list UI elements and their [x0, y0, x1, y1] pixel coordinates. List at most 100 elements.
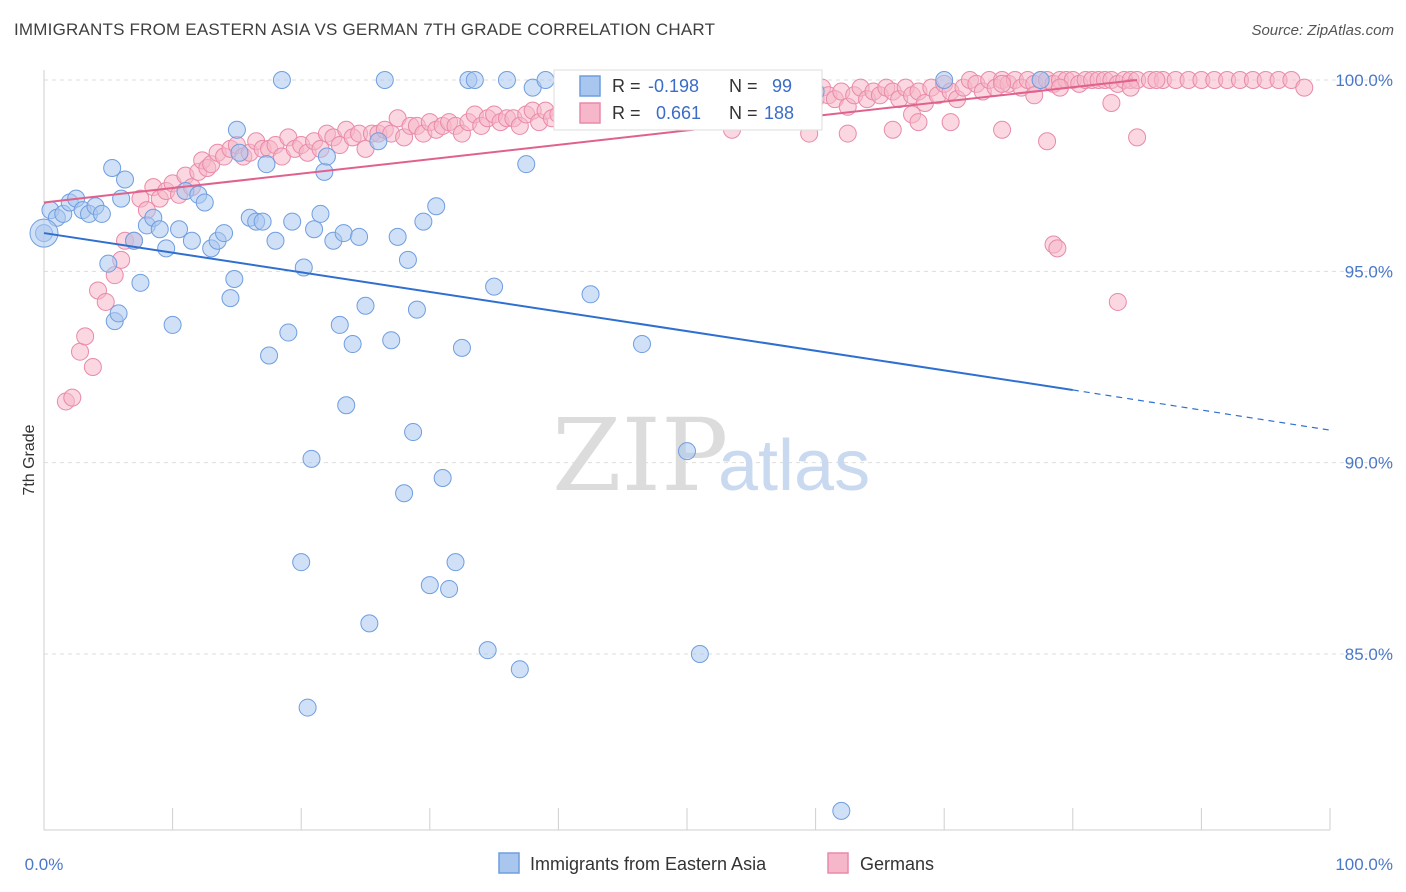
data-point — [883, 120, 902, 139]
x-tick-label: 100.0% — [1335, 855, 1393, 874]
data-point — [170, 220, 189, 239]
data-point — [279, 323, 298, 342]
data-point — [382, 331, 401, 350]
data-point — [1025, 86, 1044, 105]
data-point — [356, 296, 375, 315]
trendlines — [43, 79, 1331, 431]
data-point — [420, 576, 439, 595]
data-point — [1102, 93, 1121, 112]
data-point — [465, 71, 484, 89]
data-point — [195, 193, 214, 212]
x-tick-labels: 0.0% 100.0% — [25, 855, 1393, 874]
data-point — [257, 155, 276, 174]
data-point — [1108, 292, 1127, 311]
data-point — [337, 396, 356, 415]
data-point — [1031, 71, 1050, 89]
data-point — [266, 231, 285, 250]
axes — [43, 70, 1331, 831]
data-point — [225, 269, 244, 288]
y-tick-label: 90.0% — [1345, 454, 1393, 473]
data-point — [536, 71, 555, 89]
data-point — [1048, 239, 1067, 258]
data-point — [452, 338, 471, 357]
data-point — [221, 289, 240, 308]
data-point — [909, 113, 928, 132]
data-point — [292, 553, 311, 572]
data-point — [260, 346, 279, 365]
data-point — [832, 801, 851, 820]
data-point — [632, 335, 651, 354]
data-point — [581, 285, 600, 304]
data-point — [157, 239, 176, 258]
data-point — [838, 124, 857, 143]
data-point — [92, 204, 111, 223]
data-point — [395, 484, 414, 503]
data-point — [305, 220, 324, 239]
data-point — [330, 315, 349, 334]
data-point — [63, 388, 82, 407]
legend-label-eastern-asia: Immigrants from Eastern Asia — [530, 854, 767, 874]
data-point — [388, 227, 407, 246]
y-tick-label: 95.0% — [1345, 262, 1393, 281]
data-point — [433, 468, 452, 487]
stats-box: R = -0.198 N = 99 R = 0.661 N = 188 — [553, 69, 823, 131]
stats-pink-r-value: 0.661 — [656, 103, 701, 123]
y-axis-label: 7th Grade — [21, 424, 38, 495]
data-point — [109, 304, 128, 323]
data-point — [283, 212, 302, 231]
data-point — [993, 74, 1012, 93]
stats-pink-r-label: R = — [612, 103, 641, 123]
data-point — [298, 698, 317, 717]
data-point — [478, 641, 497, 660]
data-point — [125, 231, 144, 250]
data-point — [150, 220, 169, 239]
data-point — [414, 212, 433, 231]
data-point — [1121, 78, 1140, 97]
source-credit: Source: ZipAtlas.com — [1251, 22, 1394, 39]
data-point — [407, 300, 426, 319]
chart-title: IMMIGRANTS FROM EASTERN ASIA VS GERMAN 7… — [14, 20, 716, 39]
watermark-zip: ZIP — [552, 397, 728, 514]
data-point — [446, 553, 465, 572]
data-point — [404, 423, 423, 442]
data-point — [375, 71, 394, 89]
data-point — [1295, 78, 1314, 97]
stats-pink-n-value: 188 — [764, 103, 794, 123]
data-point — [311, 204, 330, 223]
data-point — [678, 442, 696, 461]
data-point — [302, 449, 321, 468]
data-point — [427, 197, 446, 216]
data-point — [369, 132, 388, 151]
data-point — [485, 277, 504, 296]
trendline-eastern-asia-extension — [1072, 389, 1331, 431]
data-point — [1128, 128, 1147, 147]
data-point — [131, 273, 150, 292]
data-point — [272, 71, 291, 89]
data-point — [510, 660, 529, 679]
data-point — [71, 342, 90, 361]
stats-blue-r-value: -0.198 — [648, 76, 699, 96]
y-tick-labels: 100.0% 95.0% 90.0% 85.0% — [1335, 71, 1393, 664]
data-point — [1038, 132, 1057, 151]
data-point — [690, 645, 709, 663]
data-point — [334, 224, 353, 243]
stats-blue-swatch — [579, 75, 601, 97]
legend-pink-swatch — [827, 852, 849, 874]
data-point — [116, 170, 135, 189]
data-point — [398, 250, 417, 269]
data-point — [317, 147, 336, 166]
data-point — [350, 227, 369, 246]
x-tick-label: 0.0% — [25, 855, 64, 874]
data-point — [497, 71, 516, 89]
data-point — [227, 120, 246, 139]
watermark-atlas: atlas — [718, 426, 870, 506]
gridlines — [44, 79, 1392, 655]
data-point — [343, 335, 362, 354]
stats-blue-n-value: 99 — [772, 76, 792, 96]
stats-pink-n-label: N = — [729, 103, 758, 123]
data-point — [230, 143, 249, 162]
legend-blue-swatch — [498, 852, 520, 874]
data-point — [253, 212, 272, 231]
data-point — [360, 614, 379, 633]
